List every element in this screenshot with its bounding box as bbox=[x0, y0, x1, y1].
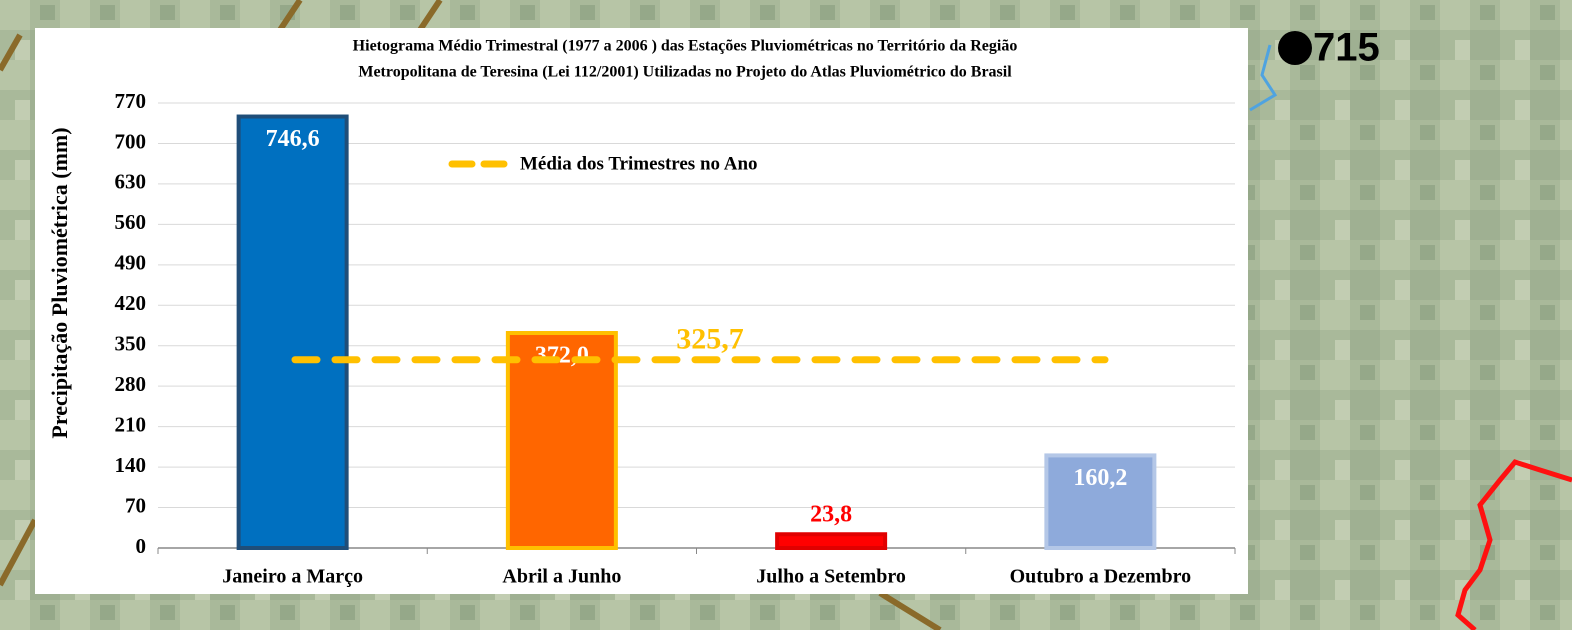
y-tick-label: 770 bbox=[115, 89, 147, 113]
y-tick-label: 350 bbox=[115, 332, 147, 356]
value-label: 746,6 bbox=[266, 126, 320, 152]
y-tick-label: 420 bbox=[115, 291, 147, 315]
map-label: 715 bbox=[1313, 26, 1380, 70]
y-tick-label: 0 bbox=[136, 534, 147, 558]
chart-title: Metropolitana de Teresina (Lei 112/2001)… bbox=[358, 64, 1012, 81]
mean-label: 325,7 bbox=[676, 323, 744, 356]
value-label: 23,8 bbox=[810, 502, 852, 528]
y-tick-label: 490 bbox=[115, 251, 147, 275]
y-tick-label: 140 bbox=[115, 453, 147, 477]
y-tick-label: 630 bbox=[115, 170, 147, 194]
y-tick-label: 280 bbox=[115, 372, 147, 396]
x-tick-label: Janeiro a Março bbox=[222, 566, 363, 588]
value-label: 160,2 bbox=[1073, 465, 1127, 491]
x-tick-label: Julho a Setembro bbox=[756, 566, 906, 588]
x-tick-label: Abril a Junho bbox=[502, 566, 621, 588]
chart-title: Hietograma Médio Trimestral (1977 a 2006… bbox=[353, 38, 1018, 55]
bar bbox=[777, 534, 885, 548]
y-tick-label: 210 bbox=[115, 412, 147, 436]
screen: 715 Hietograma Médio Trimestral (1977 a … bbox=[0, 0, 1572, 630]
map-point bbox=[1278, 31, 1312, 65]
y-axis-title: Precipitação Pluviométrica (mm) bbox=[47, 127, 72, 438]
value-label: 372,0 bbox=[535, 343, 589, 369]
y-tick-label: 560 bbox=[115, 210, 147, 234]
x-tick-label: Outubro a Dezembro bbox=[1010, 566, 1191, 588]
legend-label: Média dos Trimestres no Ano bbox=[520, 153, 758, 174]
y-tick-label: 70 bbox=[125, 493, 146, 517]
y-tick-label: 700 bbox=[115, 129, 147, 153]
bar bbox=[239, 117, 347, 548]
